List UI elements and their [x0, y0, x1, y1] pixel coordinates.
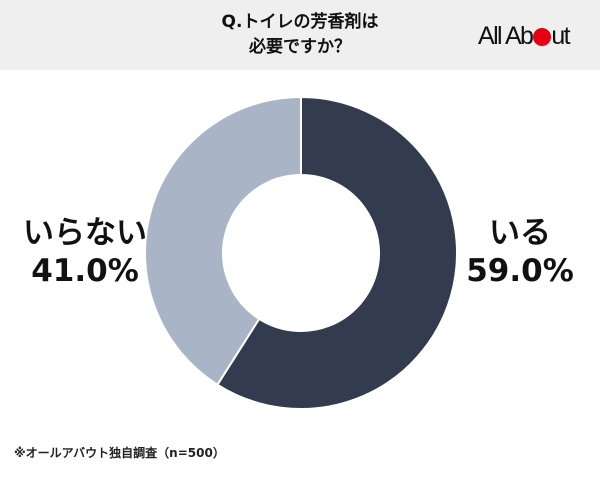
donut-chart	[144, 95, 458, 410]
slice-name-iru: いる	[489, 215, 551, 251]
title-line-2: 必要ですか？	[249, 37, 351, 57]
slice-name-iranai: いらない	[23, 215, 147, 251]
donut-slice-iru	[216, 95, 458, 410]
allabout-logo: All Ab ut	[478, 22, 571, 51]
logo-text-b: ut	[551, 22, 570, 50]
title-line-1: Q.トイレの芳香剤は	[221, 12, 379, 32]
header-bar: Q.トイレの芳香剤は 必要ですか？ All Ab ut	[0, 0, 600, 70]
donut-slice-iranai	[144, 95, 302, 387]
logo-red-dot	[533, 28, 552, 46]
logo-text-a: All Ab	[478, 22, 534, 50]
slice-label-iru: いる 59.0%	[450, 214, 590, 290]
survey-footnote: ※オールアバウト独自調査（n=500）	[14, 446, 225, 460]
slice-value-iranai: 41.0%	[31, 253, 139, 289]
chart-title: Q.トイレの芳香剤は 必要ですか？	[0, 10, 600, 60]
slice-label-iranai: いらない 41.0%	[10, 214, 160, 290]
slice-value-iru: 59.0%	[466, 253, 574, 289]
